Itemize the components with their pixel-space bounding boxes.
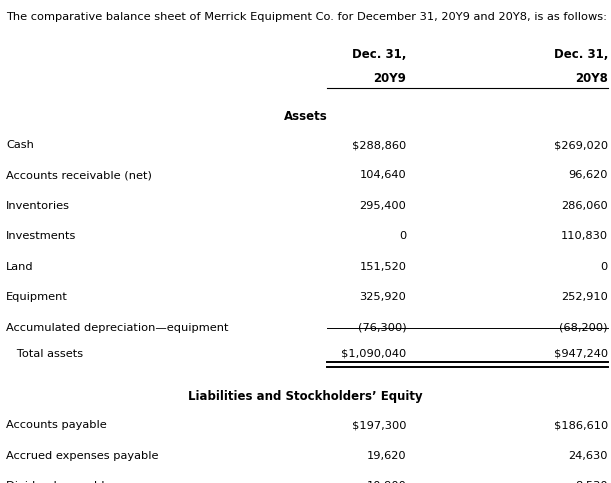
Text: Cash: Cash (6, 140, 34, 150)
Text: 19,620: 19,620 (367, 451, 406, 461)
Text: Liabilities and Stockholders’ Equity: Liabilities and Stockholders’ Equity (188, 390, 423, 403)
Text: 0: 0 (399, 231, 406, 242)
Text: 325,920: 325,920 (359, 292, 406, 302)
Text: Inventories: Inventories (6, 201, 70, 211)
Text: Accumulated depreciation—equipment: Accumulated depreciation—equipment (6, 323, 229, 333)
Text: Accounts payable: Accounts payable (6, 420, 107, 430)
Text: 20Y8: 20Y8 (575, 72, 608, 85)
Text: Total assets: Total assets (6, 349, 83, 359)
Text: 0: 0 (601, 262, 608, 272)
Text: 10,900: 10,900 (367, 481, 406, 483)
Text: $269,020: $269,020 (554, 140, 608, 150)
Text: 96,620: 96,620 (568, 170, 608, 181)
Text: 295,400: 295,400 (359, 201, 406, 211)
Text: 8,530: 8,530 (576, 481, 608, 483)
Text: Accrued expenses payable: Accrued expenses payable (6, 451, 159, 461)
Text: 104,640: 104,640 (359, 170, 406, 181)
Text: Accounts receivable (net): Accounts receivable (net) (6, 170, 152, 181)
Text: Dividends payable: Dividends payable (6, 481, 112, 483)
Text: $197,300: $197,300 (352, 420, 406, 430)
Text: $186,610: $186,610 (554, 420, 608, 430)
Text: Dec. 31,: Dec. 31, (352, 48, 406, 61)
Text: Assets: Assets (284, 110, 327, 123)
Text: 252,910: 252,910 (561, 292, 608, 302)
Text: (76,300): (76,300) (357, 323, 406, 333)
Text: Dec. 31,: Dec. 31, (554, 48, 608, 61)
Text: Equipment: Equipment (6, 292, 68, 302)
Text: $288,860: $288,860 (352, 140, 406, 150)
Text: Land: Land (6, 262, 34, 272)
Text: 24,630: 24,630 (568, 451, 608, 461)
Text: 110,830: 110,830 (561, 231, 608, 242)
Text: 20Y9: 20Y9 (373, 72, 406, 85)
Text: Investments: Investments (6, 231, 76, 242)
Text: $1,090,040: $1,090,040 (341, 349, 406, 359)
Text: 286,060: 286,060 (561, 201, 608, 211)
Text: $947,240: $947,240 (554, 349, 608, 359)
Text: The comparative balance sheet of Merrick Equipment Co. for December 31, 20Y9 and: The comparative balance sheet of Merrick… (6, 12, 607, 22)
Text: 151,520: 151,520 (359, 262, 406, 272)
Text: (68,200): (68,200) (560, 323, 608, 333)
